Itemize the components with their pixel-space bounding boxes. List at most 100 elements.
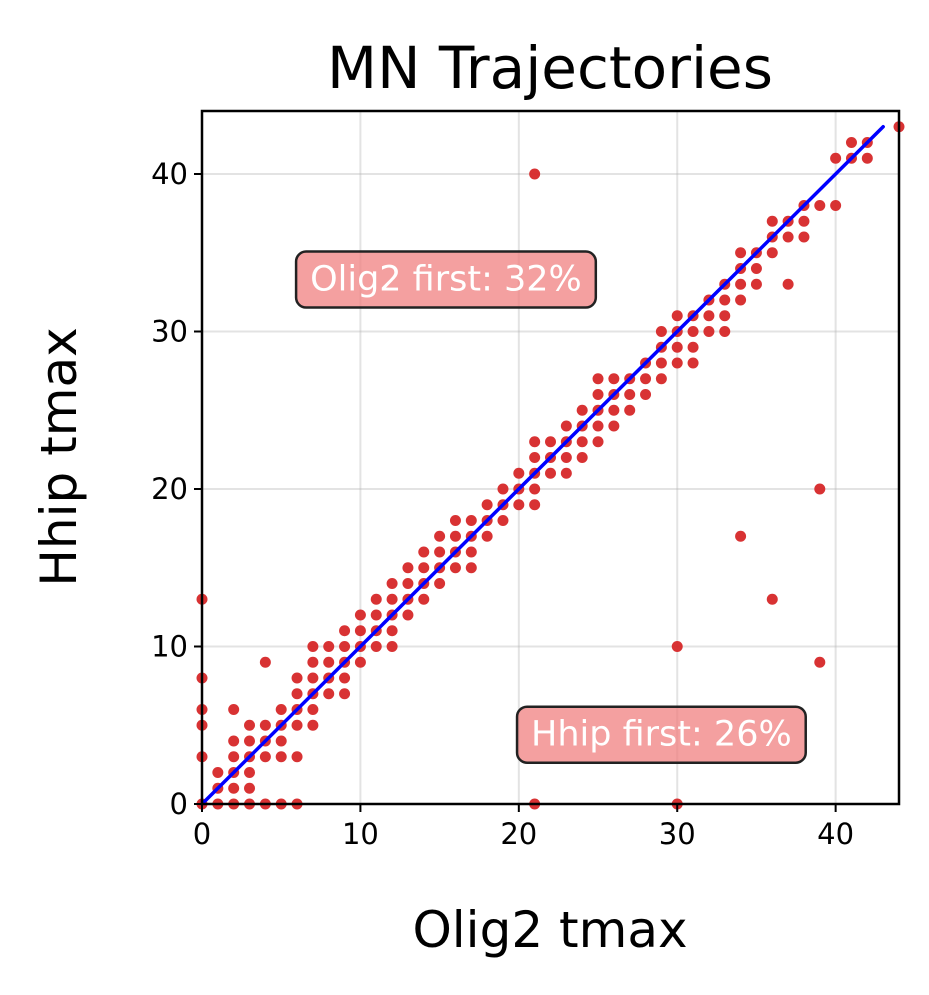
data-point bbox=[449, 530, 461, 542]
data-point bbox=[386, 578, 398, 589]
plot-frame bbox=[200, 109, 901, 806]
data-point bbox=[307, 672, 319, 684]
data-point bbox=[291, 688, 303, 700]
y-axis-label: Hhip tmax bbox=[30, 327, 88, 586]
x-tick-label: 40 bbox=[817, 817, 854, 851]
y-tick-label: 0 bbox=[170, 787, 188, 821]
data-point bbox=[592, 420, 604, 432]
data-point bbox=[640, 373, 652, 385]
annotation-background bbox=[294, 250, 598, 309]
data-point bbox=[529, 168, 541, 180]
data-point bbox=[402, 562, 414, 574]
data-point bbox=[354, 656, 366, 668]
data-point bbox=[735, 294, 747, 306]
data-point bbox=[560, 467, 572, 479]
data-point bbox=[354, 609, 366, 621]
data-point bbox=[640, 389, 652, 400]
data-point bbox=[244, 719, 256, 731]
data-point bbox=[687, 357, 699, 369]
data-point bbox=[402, 609, 414, 621]
data-point bbox=[497, 515, 509, 526]
data-point bbox=[449, 562, 461, 574]
data-point bbox=[735, 278, 747, 290]
data-point bbox=[465, 546, 477, 558]
data-point bbox=[323, 688, 335, 700]
data-point bbox=[244, 735, 256, 747]
data-point bbox=[275, 704, 287, 715]
data-point bbox=[465, 562, 477, 574]
data-point bbox=[291, 672, 303, 684]
data-point bbox=[766, 593, 778, 605]
data-point bbox=[370, 641, 382, 652]
data-point bbox=[735, 247, 747, 259]
data-point bbox=[370, 609, 382, 621]
data-point bbox=[339, 641, 351, 652]
data-point bbox=[323, 641, 335, 652]
annotation-box: Olig2 first: 32% bbox=[294, 250, 598, 309]
data-point bbox=[655, 373, 667, 385]
data-point bbox=[719, 294, 731, 306]
data-point bbox=[655, 357, 667, 369]
data-point bbox=[259, 656, 271, 668]
data-point bbox=[529, 499, 541, 511]
data-point bbox=[798, 215, 810, 227]
data-point bbox=[687, 341, 699, 353]
x-tick-label: 30 bbox=[659, 817, 696, 851]
data-point bbox=[244, 767, 256, 778]
data-point bbox=[402, 578, 414, 589]
data-point bbox=[830, 200, 842, 211]
data-point bbox=[275, 751, 287, 763]
data-point bbox=[750, 278, 762, 290]
data-point bbox=[212, 767, 224, 778]
data-point bbox=[339, 672, 351, 684]
annotation-text: Hhip first: 26% bbox=[531, 715, 792, 755]
data-point bbox=[291, 719, 303, 731]
data-point bbox=[418, 562, 430, 574]
data-point bbox=[481, 530, 493, 542]
data-point bbox=[228, 704, 240, 715]
data-point bbox=[861, 152, 873, 164]
data-point bbox=[339, 625, 351, 637]
data-point bbox=[592, 389, 604, 400]
axis-ticks: 0 10 20 30 40 0 10 20 30 40 bbox=[151, 157, 854, 851]
data-point bbox=[608, 420, 620, 432]
data-point bbox=[545, 436, 556, 448]
data-point bbox=[529, 436, 541, 448]
data-point bbox=[513, 499, 525, 511]
x-axis-label: Olig2 tmax bbox=[412, 901, 687, 959]
annotation-box: Hhip first: 26% bbox=[515, 705, 807, 764]
reference-line bbox=[200, 125, 885, 806]
data-point bbox=[814, 656, 826, 668]
data-point bbox=[291, 751, 303, 763]
data-point bbox=[370, 593, 382, 605]
data-point bbox=[750, 263, 762, 274]
data-point bbox=[275, 735, 287, 747]
data-point bbox=[798, 231, 810, 243]
data-point bbox=[560, 452, 572, 463]
data-point bbox=[576, 452, 588, 463]
data-point bbox=[354, 625, 366, 637]
data-point bbox=[323, 656, 335, 668]
data-point bbox=[608, 404, 620, 416]
data-point bbox=[845, 137, 857, 148]
data-point bbox=[244, 782, 256, 794]
annotation-text: Olig2 first: 32% bbox=[310, 260, 582, 300]
data-point bbox=[481, 499, 493, 511]
data-point bbox=[671, 641, 683, 652]
chart-title: MN Trajectories bbox=[327, 34, 773, 102]
data-point bbox=[259, 719, 271, 731]
data-point bbox=[624, 404, 636, 416]
data-point bbox=[545, 467, 556, 479]
data-point bbox=[830, 152, 842, 164]
data-point bbox=[434, 578, 446, 589]
y-tick-label: 10 bbox=[151, 630, 188, 664]
data-point bbox=[465, 515, 477, 526]
data-point bbox=[624, 389, 636, 400]
data-point bbox=[814, 483, 826, 495]
data-point bbox=[592, 373, 604, 385]
data-point bbox=[259, 751, 271, 763]
data-point bbox=[307, 656, 319, 668]
data-point bbox=[703, 326, 715, 337]
data-point bbox=[339, 688, 351, 700]
data-point bbox=[655, 326, 667, 337]
